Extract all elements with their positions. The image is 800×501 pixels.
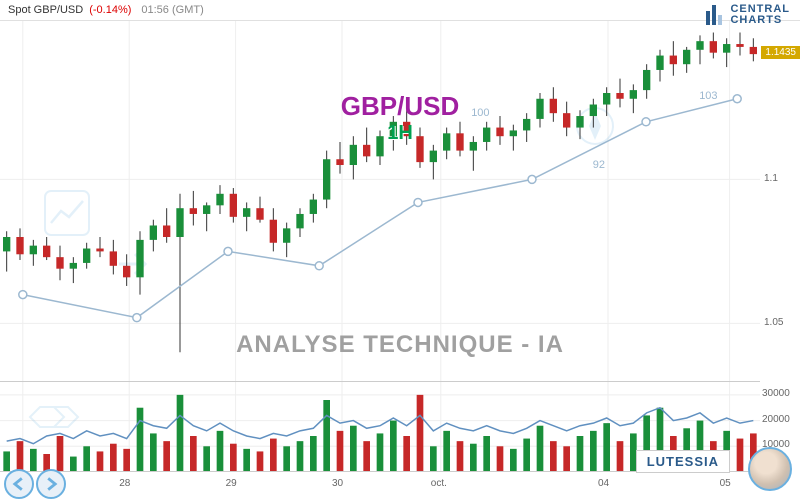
change-pct: (-0.14%) [89,4,131,16]
chart-area[interactable]: 10092103 1.14351.051.1 100002000030000 2… [0,21,800,501]
chart-nav [4,469,66,499]
price-y-axis: 1.14351.051.1 [760,21,800,381]
symbol-label: Spot GBP/USD [8,4,83,16]
assistant-avatar[interactable] [748,447,792,491]
nav-next-button[interactable] [36,469,66,499]
svg-text:92: 92 [593,159,605,171]
chart-header: Spot GBP/USD (-0.14%) 01:56 (GMT) [0,0,800,21]
svg-text:100: 100 [471,107,489,119]
x-axis: 27282930oct.0405 [0,471,760,501]
nav-prev-button[interactable] [4,469,34,499]
arrow-right-icon [44,477,58,491]
arrow-left-icon [12,477,26,491]
time-label: 01:56 (GMT) [141,4,203,16]
provider-badge: LUTESSIA [636,450,730,473]
price-chart[interactable]: 100 92 103 [0,21,760,381]
current-price-tag: 1.1435 [761,46,800,59]
svg-text:103: 103 [699,90,717,102]
